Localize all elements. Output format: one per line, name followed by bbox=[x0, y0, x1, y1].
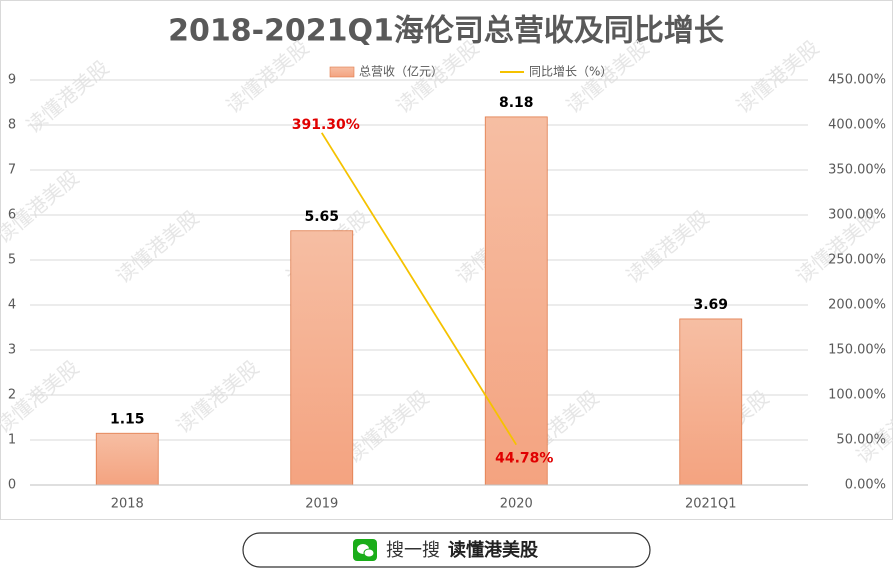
bar-value-label: 8.18 bbox=[499, 95, 534, 111]
x-tick-label: 2020 bbox=[500, 497, 533, 512]
bar bbox=[290, 230, 354, 486]
y2-tick-label: 200.00% bbox=[828, 298, 886, 313]
y-tick-label: 5 bbox=[8, 253, 16, 268]
y-tick-label: 7 bbox=[8, 163, 16, 178]
y-tick-label: 2 bbox=[8, 388, 16, 403]
line-value-label: 391.30% bbox=[292, 117, 360, 133]
x-tick-label: 2019 bbox=[305, 497, 338, 512]
bar bbox=[95, 432, 159, 486]
y2-tick-label: 150.00% bbox=[828, 343, 886, 358]
y-tick-label: 8 bbox=[8, 118, 16, 133]
legend-label: 总营收（亿元） bbox=[359, 64, 443, 79]
bar-value-label: 5.65 bbox=[304, 209, 339, 225]
bar-value-label: 1.15 bbox=[110, 411, 145, 427]
y2-tick-label: 0.00% bbox=[845, 478, 886, 493]
y2-tick-label: 300.00% bbox=[828, 208, 886, 223]
legend-label: 同比增长（%） bbox=[529, 65, 612, 79]
legend-swatch bbox=[329, 66, 355, 78]
y-tick-label: 0 bbox=[8, 478, 16, 493]
y-tick-label: 1 bbox=[8, 433, 16, 448]
bar bbox=[679, 318, 743, 486]
wechat-icon-bubble bbox=[363, 548, 375, 558]
y2-tick-label: 450.00% bbox=[828, 73, 886, 88]
y2-tick-label: 250.00% bbox=[828, 253, 886, 268]
y2-tick-label: 100.00% bbox=[828, 388, 886, 403]
y-tick-label: 6 bbox=[8, 208, 16, 223]
bar bbox=[484, 116, 548, 486]
search-name: 读懂港美股 bbox=[448, 539, 539, 561]
y-tick-label: 9 bbox=[8, 73, 16, 88]
y2-tick-label: 350.00% bbox=[828, 163, 886, 178]
y2-tick-label: 400.00% bbox=[828, 118, 886, 133]
x-tick-label: 2021Q1 bbox=[685, 497, 737, 512]
search-bar[interactable] bbox=[242, 532, 651, 568]
bar-value-label: 3.69 bbox=[693, 297, 728, 313]
chart-title: 2018-2021Q1海伦司总营收及同比增长 bbox=[168, 14, 724, 49]
search-prefix: 搜一搜 bbox=[386, 540, 440, 561]
x-tick-label: 2018 bbox=[111, 497, 144, 512]
y-tick-label: 4 bbox=[8, 298, 16, 313]
line-value-label: 44.78% bbox=[495, 451, 553, 467]
y-tick-label: 3 bbox=[8, 343, 16, 358]
line bbox=[320, 132, 518, 446]
y2-tick-label: 50.00% bbox=[836, 433, 886, 448]
